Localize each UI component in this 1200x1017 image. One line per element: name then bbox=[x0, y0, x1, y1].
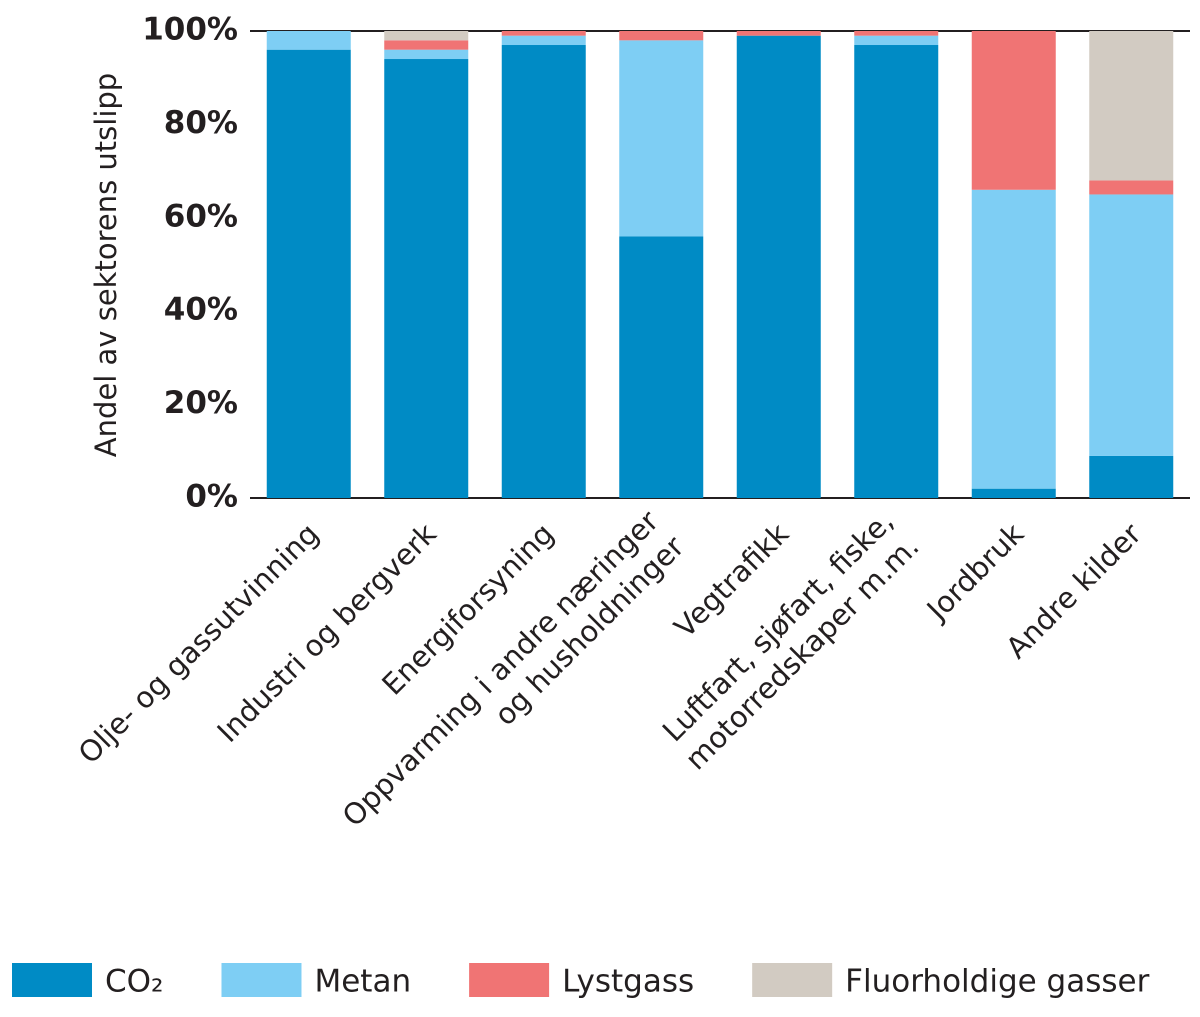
legend-label: Fluorholdige gasser bbox=[845, 964, 1149, 1000]
x-tick-label: Olje- og gassutvinning bbox=[72, 517, 326, 771]
bar-segment bbox=[971, 31, 1056, 190]
legend-swatch bbox=[752, 963, 833, 997]
bar-segment bbox=[266, 49, 351, 499]
bar-segment bbox=[736, 35, 821, 499]
bar-segment bbox=[1089, 180, 1174, 195]
y-tick-label: 80% bbox=[164, 105, 238, 141]
bar-segment bbox=[501, 35, 586, 46]
bar-segment bbox=[971, 488, 1056, 498]
bar-segment bbox=[266, 31, 351, 50]
y-tick-label: 40% bbox=[164, 292, 238, 328]
legend-label: Lystgass bbox=[562, 964, 694, 1000]
x-tick-label: Industri og bergverk bbox=[211, 516, 443, 748]
bar-segment bbox=[384, 40, 469, 50]
bar-segment bbox=[619, 40, 704, 237]
bar-segment bbox=[384, 31, 469, 41]
bar-segment bbox=[619, 31, 704, 41]
y-tick-label: 20% bbox=[164, 385, 238, 421]
bar-segment bbox=[854, 35, 939, 46]
bar-segment bbox=[854, 45, 939, 498]
bar-segment bbox=[1089, 194, 1174, 456]
bar-segment bbox=[1089, 455, 1174, 498]
y-tick-label: 100% bbox=[142, 12, 238, 48]
bar-segment bbox=[384, 59, 469, 499]
bar-segment bbox=[736, 31, 821, 36]
x-tick-label: motorredskaper m.m. bbox=[678, 529, 925, 776]
legend-swatch bbox=[469, 963, 550, 997]
bar-segment bbox=[619, 236, 704, 499]
bar-segment bbox=[501, 45, 586, 498]
bar-segment bbox=[501, 31, 586, 36]
bar-segment bbox=[854, 31, 939, 36]
legend-swatch bbox=[12, 963, 92, 997]
legend-label: CO₂ bbox=[105, 964, 163, 1000]
x-tick-label: Jordbruk bbox=[919, 516, 1031, 628]
y-axis-label: Andel av sektorens utslipp bbox=[89, 73, 123, 457]
bar-segment bbox=[1089, 31, 1174, 181]
y-tick-label: 0% bbox=[185, 479, 238, 515]
legend-swatch bbox=[221, 963, 302, 997]
bar-segment bbox=[971, 189, 1056, 489]
bar-segment bbox=[384, 49, 469, 60]
y-tick-label: 60% bbox=[164, 198, 238, 234]
legend-label: Metan bbox=[314, 964, 411, 1000]
